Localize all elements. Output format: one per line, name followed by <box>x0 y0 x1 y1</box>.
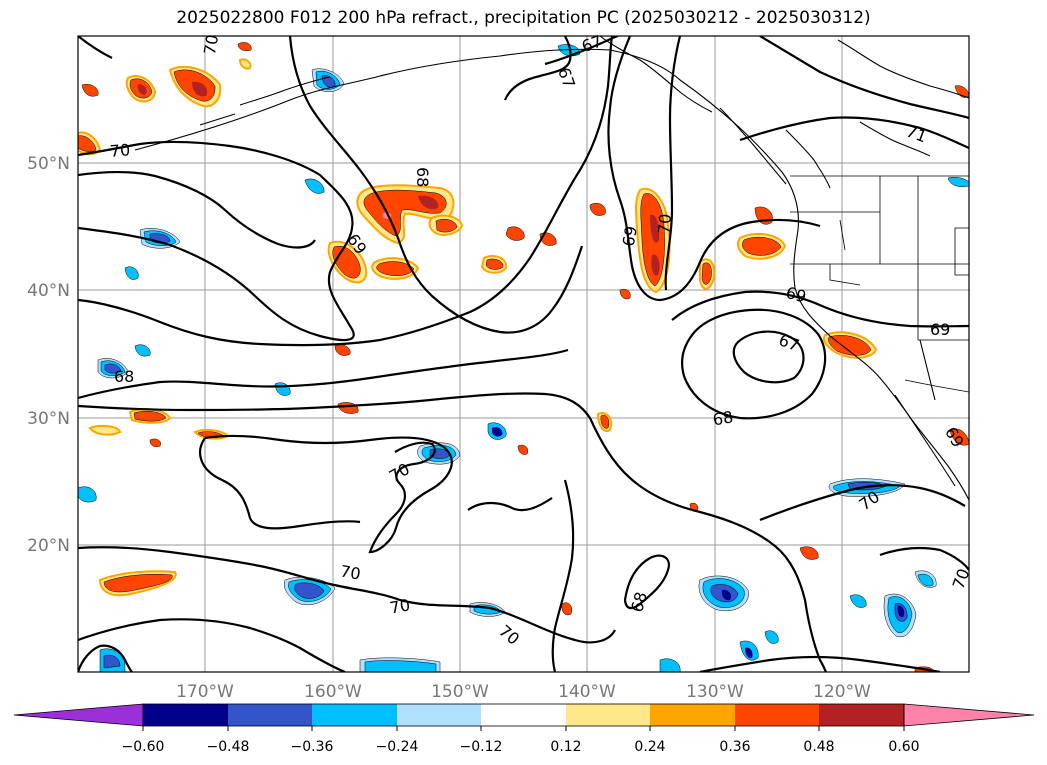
contour-label: 68 <box>627 590 651 615</box>
lat-label: 20°N <box>27 536 70 556</box>
contour-70-north <box>78 171 316 249</box>
colorbar-segment <box>481 704 566 726</box>
colorbar-ticks <box>142 726 905 731</box>
colorbar-segment <box>566 704 650 726</box>
contour-label: 69 <box>930 320 950 339</box>
colorbar-tick-label: 0.36 <box>719 739 750 755</box>
contour-70-mid <box>78 392 591 419</box>
contour-67-low <box>732 330 805 384</box>
colorbar-segment <box>735 704 819 726</box>
contour-68-south-b <box>551 479 575 672</box>
contour-69-east <box>671 290 969 328</box>
contour-70-sw-b <box>78 618 346 672</box>
contour-70-lower-band <box>467 497 553 512</box>
contour-68-ring <box>680 308 827 420</box>
contour-70-bottom <box>699 655 941 672</box>
colorbar-segment <box>397 704 481 726</box>
contour-69-coast <box>607 36 821 302</box>
contour-label: 70 <box>654 213 675 235</box>
contour-67-north-b <box>544 36 619 66</box>
lon-label: 170°W <box>176 682 234 702</box>
colorbar-tick-label: 0.60 <box>888 739 919 755</box>
colorbar-segment <box>819 704 904 726</box>
contour-label: 70 <box>388 595 411 617</box>
colorbar-tick-label: 0.12 <box>550 739 581 755</box>
contour-label: 68 <box>114 367 134 386</box>
precip-blob-subtropics <box>88 42 934 672</box>
contour-70-south-b <box>199 437 361 530</box>
colorbar-tick-label: −0.48 <box>207 739 250 755</box>
contour-label: 68 <box>413 167 432 187</box>
contour-69-east-s <box>588 417 827 672</box>
contour-70-coast <box>664 36 682 291</box>
colorbar: −0.60 −0.48 −0.36 −0.24 −0.12 0.12 0.24 … <box>13 703 1035 755</box>
lat-label: 50°N <box>27 154 70 174</box>
map-area <box>78 36 969 672</box>
latitude-labels: 50°N 40°N 30°N 20°N <box>27 154 70 556</box>
page-title: 2025022800 F012 200 hPa refract., precip… <box>176 8 871 28</box>
longitude-labels: 170°W 160°W 150°W 140°W 130°W 120°W <box>176 682 871 702</box>
contour-67-north <box>503 36 572 101</box>
contour-70-south <box>204 434 453 554</box>
lat-label: 30°N <box>27 409 70 429</box>
contour-69-ridge <box>78 36 614 347</box>
colorbar-tick-label: 0.24 <box>634 739 665 755</box>
colorbar-extend-left <box>13 703 144 727</box>
colorbar-tick-label: −0.36 <box>291 739 334 755</box>
contour-70-west <box>78 140 355 342</box>
precip-positive-patches <box>78 42 969 672</box>
lon-label: 130°W <box>686 682 744 702</box>
contour-69-west <box>78 644 133 672</box>
coastlines <box>134 36 969 501</box>
colorbar-tick-label: −0.24 <box>376 739 419 755</box>
contour-label: 68 <box>711 407 734 429</box>
contour-68-north <box>288 36 584 334</box>
political-borders <box>790 175 969 393</box>
contour-68-west <box>78 348 569 400</box>
refractivity-contours <box>78 36 969 672</box>
contour-70-se <box>759 484 966 522</box>
colorbar-segment <box>143 704 228 726</box>
colorbar-tick-label: −0.12 <box>460 739 503 755</box>
precip-blob-west-coast <box>589 85 969 560</box>
contour-label: 70 <box>200 33 222 56</box>
colorbar-tick-label: 0.48 <box>803 739 834 755</box>
contour-label: 69 <box>784 283 809 307</box>
contour-label: 70 <box>339 561 362 583</box>
colorbar-extend-right <box>903 703 1035 727</box>
contour-70-se-b <box>879 546 969 571</box>
map-frame <box>77 35 970 673</box>
colorbar-segment <box>228 704 312 726</box>
contour-label: 69 <box>619 224 641 247</box>
colorbar-segment <box>312 704 397 726</box>
colorbar-segment <box>650 704 735 726</box>
contour-68-south <box>623 554 670 610</box>
lon-label: 160°W <box>304 682 362 702</box>
colorbar-tick-label: −0.60 <box>122 739 165 755</box>
lon-label: 120°W <box>813 682 871 702</box>
lon-label: 150°W <box>431 682 489 702</box>
contour-71-b <box>759 36 969 120</box>
precip-blob-northwest <box>78 65 222 156</box>
precip-blob-gulf-of-alaska <box>356 184 455 245</box>
contour-label: 70 <box>109 140 131 161</box>
contour-71 <box>739 116 969 150</box>
lat-label: 40°N <box>27 281 70 301</box>
lon-label: 140°W <box>558 682 616 702</box>
contour-70-far-west <box>78 36 113 59</box>
